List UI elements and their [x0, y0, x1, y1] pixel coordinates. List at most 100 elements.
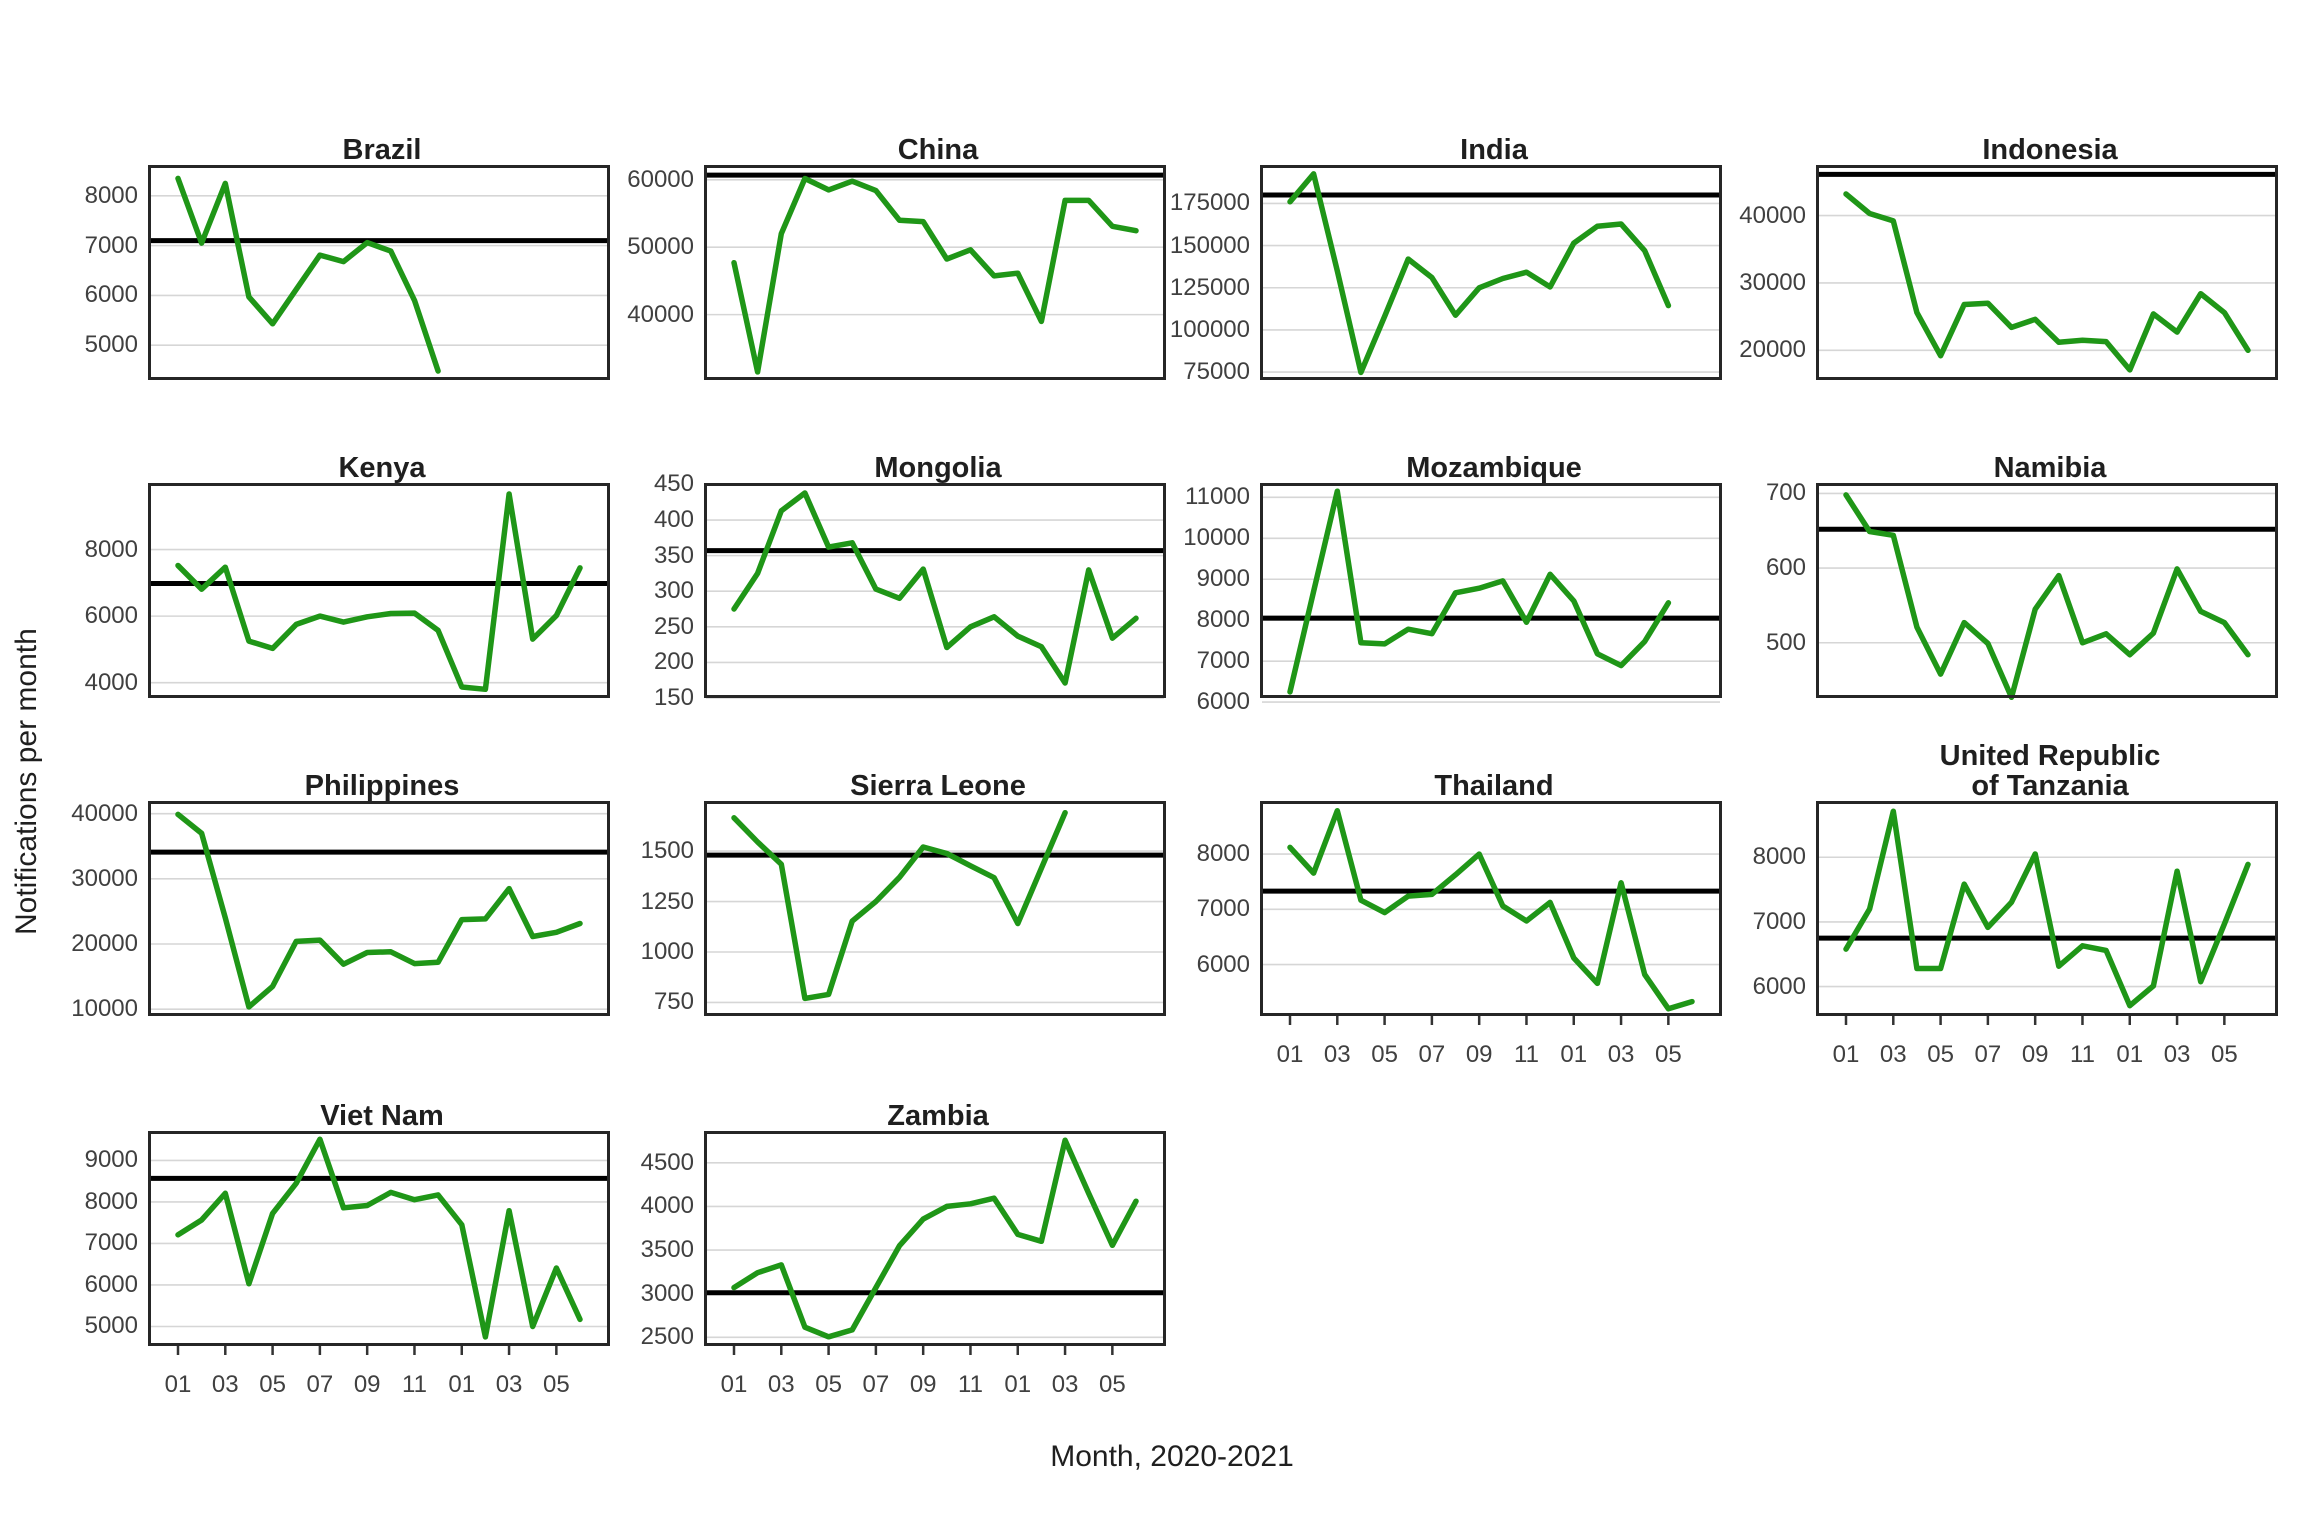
y-tick-label: 30000	[71, 864, 138, 892]
line-chart-svg	[1260, 801, 1722, 1025]
line-chart-svg	[148, 801, 610, 1016]
panel-border	[704, 483, 1166, 698]
y-axis-tick-labels: 60000 50000 40000	[616, 165, 704, 380]
panel-border	[1260, 801, 1722, 1016]
y-tick-label: 6000	[1752, 972, 1806, 1000]
x-tick-label: 01	[1560, 1041, 1588, 1068]
x-tick-label: 01	[1004, 1371, 1032, 1398]
x-tick-label: 07	[862, 1371, 890, 1398]
facet-mongolia: Mongolia 450 400 350 300 250 200 150	[616, 425, 1172, 743]
facet-title-line: Thailand	[1434, 770, 1554, 802]
x-tick-label: 05	[542, 1371, 570, 1398]
y-axis-tick-labels: 8000 7000 6000	[1172, 801, 1260, 1016]
facet-title-line: Philippines	[304, 770, 460, 802]
y-axis-tick-labels: 11000 10000 9000 8000 7000 6000	[1172, 483, 1260, 715]
y-tick-label: 8000	[84, 181, 138, 209]
panel-border	[1816, 165, 2278, 380]
facet-title-line: of Tanzania	[1971, 770, 2129, 802]
facet-title: Brazil	[148, 107, 616, 165]
y-tick-label: 40000	[1739, 201, 1806, 229]
data-line	[731, 175, 1139, 375]
line-chart-svg	[148, 1131, 610, 1355]
facet-title-line: India	[1460, 134, 1528, 166]
x-tick-label: 05	[815, 1371, 842, 1398]
data-line	[175, 491, 583, 693]
y-axis-tick-labels: 8000 7000 6000	[1728, 801, 1816, 1016]
line-chart-svg	[1260, 165, 1722, 380]
facet-title: Mozambique	[1260, 425, 1728, 483]
y-axis-tick-labels: 8000 6000 4000	[60, 483, 148, 698]
facet-china: China 60000 50000 40000	[616, 107, 1172, 425]
y-tick-label: 7000	[84, 231, 138, 259]
x-tick-label: 11	[1514, 1041, 1539, 1068]
y-tick-label: 5000	[84, 331, 138, 359]
y-tick-label: 8000	[1196, 840, 1250, 868]
y-tick-label: 40000	[71, 799, 138, 827]
x-tick-label: 07	[306, 1371, 334, 1398]
y-tick-label: 1500	[640, 837, 694, 865]
x-tick-label: 05	[1371, 1041, 1398, 1068]
x-tick-label: 05	[259, 1371, 286, 1398]
y-tick-label: 1000	[640, 938, 694, 965]
line-chart-svg	[1816, 483, 2278, 701]
facet-title-line: United Republic	[1939, 740, 2161, 772]
panel-border	[1816, 483, 2278, 698]
x-tick-label: 03	[2163, 1041, 2191, 1068]
y-tick-label: 10000	[71, 995, 138, 1023]
y-axis-tick-labels: 175000 150000 125000 100000 75000	[1170, 165, 1260, 385]
facet-title-line: Kenya	[338, 452, 426, 484]
x-tick-label: 11	[958, 1371, 983, 1398]
data-line	[1287, 807, 1695, 1012]
y-tick-label: 3000	[640, 1279, 694, 1307]
facet-title: Philippines	[148, 743, 616, 801]
y-tick-label: 1250	[640, 887, 694, 915]
x-tick-label: 01	[1832, 1041, 1860, 1068]
x-tick-label: 03	[767, 1371, 795, 1398]
panel-border	[1816, 801, 2278, 1016]
facet-title-line: Viet Nam	[320, 1100, 444, 1132]
data-line	[1843, 191, 2251, 373]
facet-title-line: China	[897, 134, 979, 166]
x-axis-tick-labels: 01 03 05 07 09 11 01 03 05	[1816, 1033, 2278, 1071]
data-line	[175, 811, 583, 1010]
x-tick-label: 09	[2021, 1041, 2049, 1068]
y-tick-label: 8000	[84, 535, 138, 563]
x-tick-label: 11	[402, 1371, 427, 1398]
x-tick-label: 03	[1879, 1041, 1907, 1068]
x-tick-label: 01	[164, 1371, 192, 1398]
y-tick-label: 600	[1765, 554, 1806, 582]
facet-grid: Brazil 8000 7000 6000 5000 China 60000 50000…	[60, 107, 2284, 1398]
x-tick-label: 03	[495, 1371, 523, 1398]
y-axis-tick-labels: 450 400 350 300 250 200 150	[616, 470, 704, 711]
x-tick-label: 01	[2116, 1041, 2144, 1068]
x-tick-label: 03	[1607, 1041, 1635, 1068]
y-axis-tick-labels: 40000 30000 20000 10000	[60, 799, 148, 1022]
facet-title: Thailand	[1260, 743, 1728, 801]
y-tick-label: 150	[653, 684, 694, 711]
facet-title: China	[704, 107, 1172, 165]
x-axis-tick-labels: 01 03 05 07 09 11 01 03 05	[148, 1363, 610, 1401]
y-tick-label: 7000	[84, 1229, 138, 1257]
x-axis-tick-labels: 01 03 05 07 09 11 01 03 05	[1260, 1033, 1722, 1071]
facet-indonesia: Indonesia 40000 30000 20000	[1728, 107, 2284, 425]
line-chart-svg	[704, 801, 1166, 1016]
facet-title: Kenya	[148, 425, 616, 483]
y-tick-label: 400	[653, 506, 694, 534]
facet-india: India 175000 150000 125000 100000 75000	[1170, 107, 1728, 425]
facet-namibia: Namibia 700 600 500	[1728, 425, 2284, 743]
y-tick-label: 8000	[84, 1187, 138, 1215]
facet-thailand: Thailand 8000 7000 6000 01 03 05 07 09 11 01 03 05	[1172, 743, 1728, 1073]
x-axis-tick-labels	[148, 1033, 610, 1071]
x-tick-label: 07	[1974, 1041, 2002, 1068]
y-axis-title: Notifications per month	[10, 628, 43, 935]
y-tick-label: 6000	[84, 602, 138, 630]
y-tick-label: 5000	[84, 1312, 138, 1340]
y-tick-label: 7000	[1196, 647, 1250, 675]
facet-brazil: Brazil 8000 7000 6000 5000	[60, 107, 616, 425]
facet-title-line: Sierra Leone	[850, 770, 1026, 802]
x-tick-label: 11	[2070, 1041, 2095, 1068]
panel-border	[704, 1131, 1166, 1346]
line-chart-svg	[1260, 483, 1722, 703]
y-tick-label: 9000	[1196, 565, 1250, 593]
facet-title: Sierra Leone	[704, 743, 1172, 801]
